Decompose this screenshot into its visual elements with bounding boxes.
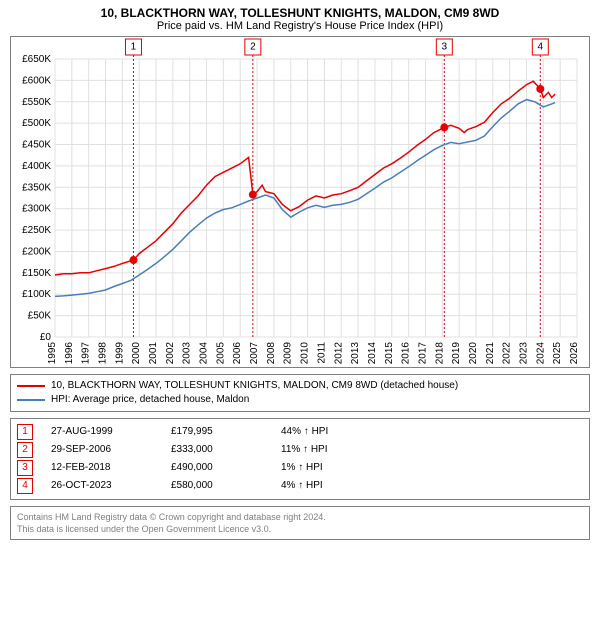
event-marker: 4: [17, 478, 33, 494]
svg-text:£200K: £200K: [22, 246, 51, 257]
svg-text:2009: 2009: [283, 342, 294, 365]
svg-text:2006: 2006: [232, 342, 243, 365]
svg-text:£300K: £300K: [22, 204, 51, 215]
event-marker: 2: [17, 442, 33, 458]
svg-text:2003: 2003: [182, 342, 193, 365]
page-subtitle: Price paid vs. HM Land Registry's House …: [10, 20, 590, 32]
svg-text:£250K: £250K: [22, 225, 51, 236]
event-date: 26-OCT-2023: [51, 477, 171, 495]
svg-text:2020: 2020: [468, 342, 479, 365]
svg-text:2005: 2005: [215, 342, 226, 365]
legend: 10, BLACKTHORN WAY, TOLLESHUNT KNIGHTS, …: [10, 374, 590, 412]
svg-text:2013: 2013: [350, 342, 361, 365]
event-diff: 1% ↑ HPI: [281, 459, 323, 477]
event-row: 3 12-FEB-2018£490,0001% ↑ HPI: [17, 459, 583, 477]
svg-text:4: 4: [538, 42, 544, 53]
event-price: £333,000: [171, 441, 281, 459]
legend-swatch: [17, 385, 45, 387]
footer-line: This data is licensed under the Open Gov…: [17, 523, 583, 535]
svg-text:2012: 2012: [333, 342, 344, 365]
legend-swatch: [17, 399, 45, 401]
svg-text:£150K: £150K: [22, 268, 51, 279]
svg-text:£400K: £400K: [22, 161, 51, 172]
svg-text:2010: 2010: [300, 342, 311, 365]
svg-text:2026: 2026: [569, 342, 580, 365]
legend-row: HPI: Average price, detached house, Mald…: [17, 393, 583, 407]
svg-text:£500K: £500K: [22, 118, 51, 129]
events-table: 127-AUG-1999£179,99544% ↑ HPI229-SEP-200…: [10, 418, 590, 500]
event-row: 1 27-AUG-1999£179,99544% ↑ HPI: [17, 423, 583, 441]
svg-text:£550K: £550K: [22, 97, 51, 108]
svg-text:£650K: £650K: [22, 54, 51, 65]
event-row: 2 29-SEP-2006£333,00011% ↑ HPI: [17, 441, 583, 459]
svg-text:2007: 2007: [249, 342, 260, 365]
event-diff: 44% ↑ HPI: [281, 423, 328, 441]
legend-label: HPI: Average price, detached house, Mald…: [51, 393, 249, 407]
svg-text:2018: 2018: [434, 342, 445, 365]
page-title: 10, BLACKTHORN WAY, TOLLESHUNT KNIGHTS, …: [10, 6, 590, 20]
svg-text:1998: 1998: [98, 342, 109, 365]
event-date: 12-FEB-2018: [51, 459, 171, 477]
svg-text:2: 2: [250, 42, 256, 53]
svg-text:1: 1: [131, 42, 137, 53]
svg-text:2002: 2002: [165, 342, 176, 365]
svg-text:1999: 1999: [114, 342, 125, 365]
svg-text:1995: 1995: [47, 342, 58, 365]
svg-text:2000: 2000: [131, 342, 142, 365]
svg-text:2008: 2008: [266, 342, 277, 365]
event-row: 4 26-OCT-2023£580,0004% ↑ HPI: [17, 477, 583, 495]
event-date: 29-SEP-2006: [51, 441, 171, 459]
event-diff: 11% ↑ HPI: [281, 441, 328, 459]
legend-label: 10, BLACKTHORN WAY, TOLLESHUNT KNIGHTS, …: [51, 379, 458, 393]
svg-text:2015: 2015: [384, 342, 395, 365]
event-date: 27-AUG-1999: [51, 423, 171, 441]
svg-text:£0: £0: [40, 332, 52, 343]
svg-text:2016: 2016: [401, 342, 412, 365]
event-marker: 3: [17, 460, 33, 476]
svg-text:2024: 2024: [535, 342, 546, 365]
svg-text:2011: 2011: [316, 342, 327, 364]
svg-text:2001: 2001: [148, 342, 159, 365]
svg-text:2004: 2004: [199, 342, 210, 365]
svg-text:2023: 2023: [518, 342, 529, 365]
event-price: £179,995: [171, 423, 281, 441]
svg-text:£600K: £600K: [22, 75, 51, 86]
svg-text:2025: 2025: [552, 342, 563, 365]
attribution-footer: Contains HM Land Registry data © Crown c…: [10, 506, 590, 540]
footer-line: Contains HM Land Registry data © Crown c…: [17, 511, 583, 523]
price-chart: £0 £50K £100K £150K £200K £250K £300K £350K £400…: [10, 36, 590, 368]
svg-text:£350K: £350K: [22, 182, 51, 193]
event-marker: 1: [17, 424, 33, 440]
svg-text:2017: 2017: [417, 342, 428, 365]
legend-row: 10, BLACKTHORN WAY, TOLLESHUNT KNIGHTS, …: [17, 379, 583, 393]
event-price: £490,000: [171, 459, 281, 477]
svg-text:1997: 1997: [81, 342, 92, 365]
svg-text:£450K: £450K: [22, 140, 51, 151]
svg-text:£100K: £100K: [22, 289, 51, 300]
svg-text:2014: 2014: [367, 342, 378, 365]
svg-text:2019: 2019: [451, 342, 462, 365]
svg-text:3: 3: [442, 42, 448, 53]
event-price: £580,000: [171, 477, 281, 495]
svg-text:1996: 1996: [64, 342, 75, 365]
event-diff: 4% ↑ HPI: [281, 477, 323, 495]
svg-text:2021: 2021: [485, 342, 496, 365]
svg-text:£50K: £50K: [28, 311, 52, 322]
svg-text:2022: 2022: [502, 342, 513, 365]
